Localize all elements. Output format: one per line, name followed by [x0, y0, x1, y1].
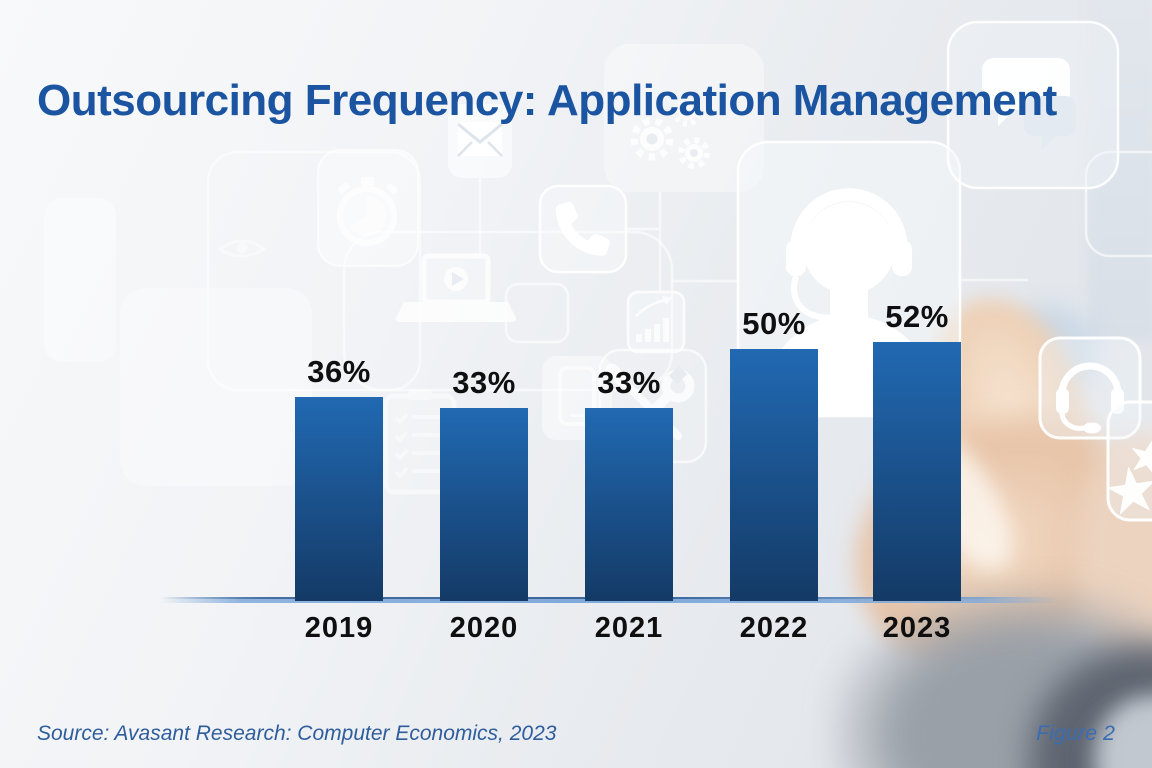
- bar-group: 33% 2020: [412, 365, 556, 644]
- laptop-video-icon: [395, 253, 517, 322]
- phone-icon: [538, 184, 628, 274]
- bar-group: 33% 2021: [557, 365, 701, 644]
- bar: [585, 408, 673, 601]
- bar: [873, 342, 961, 601]
- envelope-icon: [448, 104, 512, 178]
- figure-label: Figure 2: [1036, 721, 1115, 745]
- gears-icon: [630, 99, 710, 169]
- connector-lines: [478, 178, 1028, 292]
- tile-outline: [342, 230, 674, 392]
- x-tick-label: 2022: [739, 612, 809, 644]
- source-note: Source: Avasant Research: Computer Econo…: [37, 722, 557, 745]
- eye-icon: [217, 239, 267, 258]
- tile-outline: [206, 150, 422, 392]
- bar-value-label: 33%: [597, 365, 661, 400]
- stopwatch-icon: [317, 149, 419, 267]
- page-title: Outsourcing Frequency: Application Manag…: [37, 76, 1057, 126]
- x-tick-label: 2020: [449, 612, 519, 644]
- bar: [440, 408, 528, 601]
- bar-group: 52% 2023: [845, 299, 989, 644]
- bar-value-label: 33%: [452, 365, 516, 400]
- growth-chart-icon: [626, 290, 686, 354]
- bar-group: 50% 2022: [702, 306, 846, 644]
- bar-group: 36% 2019: [267, 354, 411, 644]
- bar-value-label: 36%: [307, 354, 371, 389]
- bar: [295, 397, 383, 601]
- bar: [730, 349, 818, 601]
- chat-bubbles-icon: [946, 20, 1120, 190]
- checklist-icon: [383, 390, 457, 495]
- bar-value-label: 52%: [885, 299, 949, 334]
- bar-value-label: 50%: [742, 306, 806, 341]
- x-tick-label: 2023: [882, 612, 952, 644]
- x-tick-label: 2021: [594, 612, 664, 644]
- x-tick-label: 2019: [304, 612, 374, 644]
